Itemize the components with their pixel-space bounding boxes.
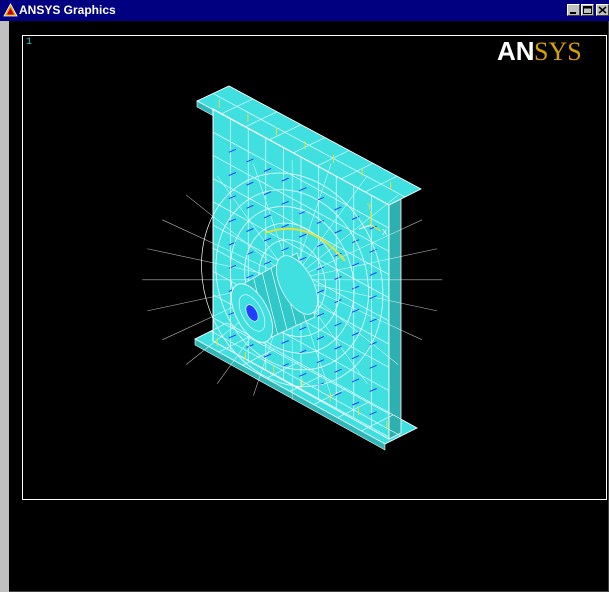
title-bar[interactable]: ANSYS Graphics <box>0 0 609 21</box>
cylindrical-boss <box>201 172 384 387</box>
fe-model: Y X <box>142 85 443 451</box>
axis-triad: Y X <box>358 202 388 237</box>
graphics-client-area[interactable]: Y X 1 AN SYS <box>9 21 608 591</box>
maximize-icon <box>583 6 592 14</box>
logo-an: AN <box>497 36 535 64</box>
window-title: ANSYS Graphics <box>19 3 116 17</box>
triad-y-label: Y <box>367 202 373 211</box>
graphics-frame <box>22 35 607 500</box>
minimize-button[interactable] <box>567 4 580 16</box>
model-viewport[interactable]: Y X <box>9 21 608 591</box>
window-left-border <box>0 21 9 592</box>
maximize-button[interactable] <box>581 4 594 16</box>
minimize-icon <box>570 12 576 14</box>
logo-sys: SYS <box>534 37 582 64</box>
triad-x-label: X <box>382 228 388 237</box>
close-icon <box>598 6 607 14</box>
window-number: 1 <box>26 37 33 48</box>
ansys-logo-icon <box>3 3 18 17</box>
close-button[interactable] <box>596 4 609 16</box>
ansys-logo: AN SYS <box>497 36 582 64</box>
